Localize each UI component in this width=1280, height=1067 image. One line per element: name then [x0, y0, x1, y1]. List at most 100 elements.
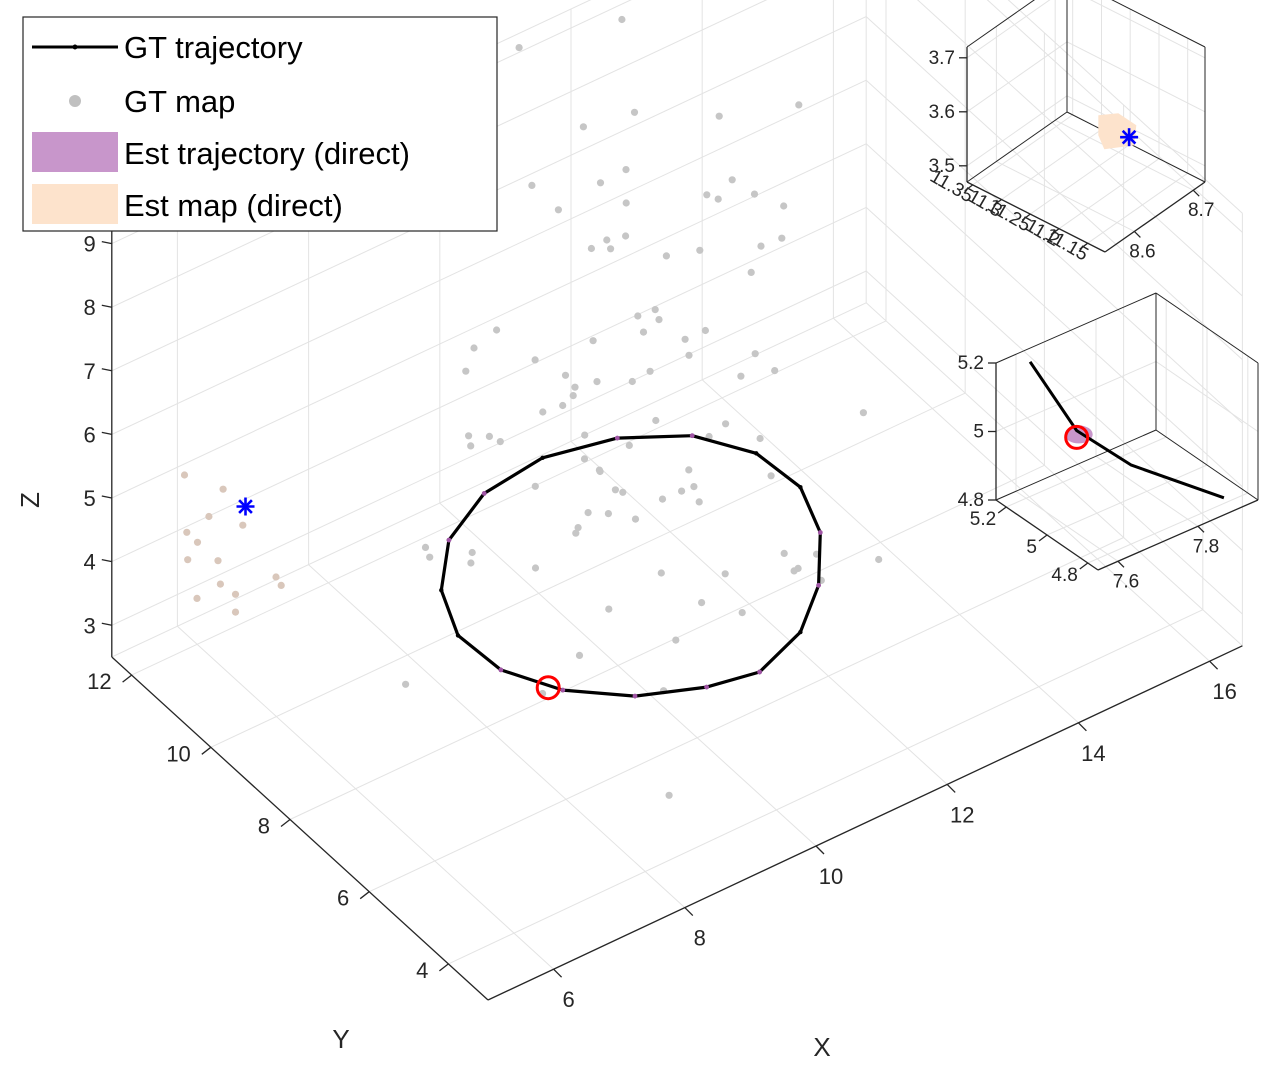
- y-tick: [997, 506, 1007, 514]
- grid-line: [368, 537, 1124, 893]
- gt-map-point: [655, 316, 663, 324]
- grid-line: [1029, 143, 1131, 215]
- gt-map-points: [402, 15, 883, 799]
- y-axis-line: [111, 656, 489, 1001]
- grid-line: [289, 464, 1045, 820]
- legend-item-est-map: Est map (direct): [32, 184, 343, 224]
- gt-trajectory-line: [439, 434, 822, 698]
- y-axis-line: [966, 181, 1106, 253]
- grid-line: [131, 320, 887, 676]
- gt-map-point: [584, 508, 592, 517]
- est-map-point: [219, 485, 227, 493]
- y-axis-label: Y: [332, 1024, 349, 1054]
- star-marker: [236, 497, 255, 516]
- gt-map-point: [672, 636, 680, 644]
- gt-map-point: [402, 680, 410, 688]
- star-stroke: [1121, 129, 1137, 145]
- y-tick: [1079, 562, 1089, 570]
- gt-map-point: [604, 509, 613, 518]
- grid-line: [111, 206, 867, 563]
- gt-map-point: [595, 466, 604, 474]
- gt-map-point: [571, 383, 579, 391]
- gt-map-point: [515, 44, 523, 52]
- grid-line: [570, 441, 948, 785]
- z-tick-label: 9: [84, 232, 96, 257]
- gt-trajectory-vertex: [798, 629, 803, 635]
- legend: GT trajectory GT map Est trajectory (dir…: [22, 16, 498, 232]
- grid-line: [996, 160, 1135, 232]
- grid-line: [1001, 129, 1102, 200]
- gt-map-point: [605, 605, 613, 613]
- gt-map-point: [767, 472, 775, 480]
- grid-line: [1087, 172, 1188, 244]
- main-tick-labels: 6 8 10 12 14 16 4 6 8 10 12 3 4 5 6 7 8 9: [84, 232, 1237, 1013]
- y-tick: [1038, 534, 1048, 542]
- y-tick-label: 4: [416, 958, 428, 983]
- inset-grid: [966, 0, 1206, 244]
- y-tick-label: 5: [1026, 537, 1037, 558]
- grid-line: [210, 392, 966, 748]
- box-edge: [1066, 111, 1206, 183]
- x-tick: [1117, 560, 1125, 568]
- y-tick: [1050, 228, 1060, 236]
- legend-line-dot: [72, 44, 78, 50]
- gt-map-point: [589, 337, 597, 345]
- gt-map-point: [875, 555, 883, 564]
- x-tick: [815, 845, 825, 855]
- gt-map-point: [468, 548, 476, 557]
- box-edge: [995, 429, 1157, 501]
- grid-line: [701, 379, 1079, 724]
- x-tick: [553, 968, 563, 978]
- gt-map-point: [696, 246, 704, 254]
- z-tick: [101, 304, 112, 308]
- est-map-point: [239, 521, 247, 529]
- x-tick: [946, 783, 956, 793]
- gt-map-point: [574, 524, 582, 532]
- gt-map-point: [757, 242, 765, 250]
- legend-dot-swatch: [69, 95, 81, 107]
- y-tick-label: 12: [87, 669, 111, 694]
- gt-trajectory-vertex: [798, 485, 803, 490]
- est-trajectory-point: [498, 667, 504, 673]
- x-tick: [1077, 722, 1087, 732]
- y-tick: [439, 963, 449, 972]
- gt-map-point: [715, 112, 723, 120]
- x-tick: [1209, 660, 1219, 670]
- box-edge: [111, 302, 867, 658]
- x-axis-line: [1104, 181, 1206, 253]
- grid-line: [1054, 119, 1194, 191]
- gt-map-point: [575, 651, 584, 660]
- box-edge: [1155, 292, 1259, 364]
- x-tick: [684, 907, 694, 917]
- est-map-point: [231, 608, 240, 616]
- star-marker: [1120, 128, 1139, 147]
- gt-map-point: [531, 482, 539, 490]
- gt-map-point: [593, 378, 601, 386]
- inset-axes: [988, 362, 1259, 571]
- x-tick-label: 12: [950, 802, 974, 827]
- est-trajectory-point: [689, 433, 695, 439]
- circle-marker: [535, 675, 561, 701]
- main-markers: [236, 497, 561, 701]
- y-tick: [201, 746, 212, 755]
- gt-map-point: [662, 252, 671, 260]
- z-tick: [101, 240, 112, 245]
- y-tick-label: 4.8: [1051, 565, 1077, 586]
- x-tick: [1133, 230, 1141, 238]
- legend-patch-swatch: [32, 184, 118, 224]
- x-tick-label: 16: [1212, 679, 1236, 704]
- inset-grid: [995, 292, 1259, 564]
- est-map-point: [184, 556, 192, 564]
- grid-line: [111, 79, 867, 435]
- grid-line: [972, 114, 1073, 186]
- z-tick-label: 4: [84, 550, 96, 575]
- gt-map-point: [622, 199, 630, 207]
- gt-map-point: [462, 367, 470, 375]
- gt-map-point: [701, 326, 710, 335]
- z-tick-label: 3.6: [929, 102, 955, 123]
- grid-line: [177, 625, 554, 970]
- grid-line: [1155, 361, 1259, 432]
- gt-map-point: [485, 432, 493, 440]
- y-tick: [359, 891, 370, 900]
